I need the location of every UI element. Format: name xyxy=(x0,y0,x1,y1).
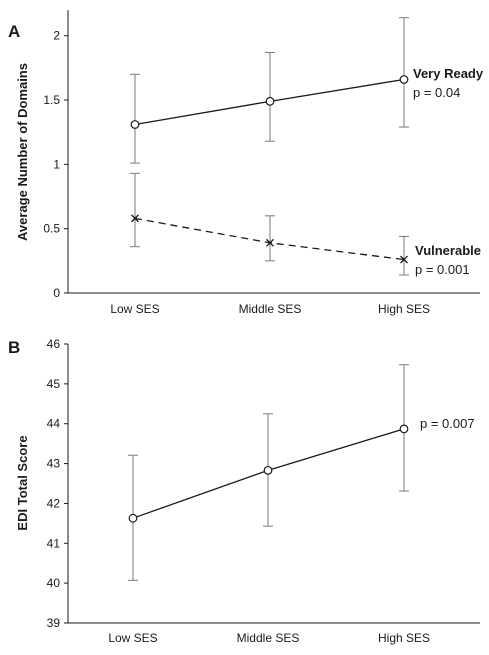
series-label: Vulnerable xyxy=(415,243,481,258)
y-tick-label: 43 xyxy=(47,457,61,471)
x-tick-label: Low SES xyxy=(108,631,157,645)
data-point xyxy=(399,75,409,84)
data-point xyxy=(266,238,274,247)
x-tick-label: High SES xyxy=(378,302,430,316)
y-tick-label: 2 xyxy=(53,29,60,43)
series-vulnerable: Vulnerable p = 0.001 xyxy=(130,172,481,277)
y-tick-label: 0.5 xyxy=(43,222,60,236)
y-tick-label: 46 xyxy=(47,337,61,351)
series-label: Very Ready xyxy=(413,66,484,81)
x-tick-label: Low SES xyxy=(110,302,159,316)
p-value-annotation: p = 0.007 xyxy=(420,416,475,431)
p-value-annotation: p = 0.001 xyxy=(415,262,470,277)
y-tick-label: 1.5 xyxy=(43,93,60,107)
data-point xyxy=(131,214,139,223)
x-tick-label: Middle SES xyxy=(237,631,300,645)
y-tick-label: 0 xyxy=(53,286,60,300)
data-point xyxy=(399,424,409,434)
data-point xyxy=(263,465,273,475)
panel-letter: B xyxy=(8,338,20,357)
y-tick-label: 42 xyxy=(47,496,61,510)
data-point xyxy=(128,513,138,523)
y-tick-label: 45 xyxy=(47,377,61,391)
series-very-ready: Very Ready p = 0.04 xyxy=(130,17,484,164)
y-tick-label: 1 xyxy=(53,157,60,171)
data-point xyxy=(400,255,408,264)
chart-panel-a: A 0 0.5 1 1.5 2 Low SES Middle SES High SES Avera… xyxy=(8,10,484,316)
chart-panel-b: B 39 40 41 42 43 44 45 46 Low SES Middle SES High S… xyxy=(8,337,480,645)
panel-letter: A xyxy=(8,22,20,41)
y-tick-label: 44 xyxy=(47,417,61,431)
data-point xyxy=(265,96,275,106)
data-point xyxy=(130,120,140,129)
series-0: p = 0.007 xyxy=(128,364,475,581)
x-tick-label: High SES xyxy=(378,631,430,645)
y-axis-label: Average Number of Domains xyxy=(15,63,30,241)
y-axis-label: EDI Total Score xyxy=(15,435,30,530)
y-tick-label: 41 xyxy=(47,536,61,550)
y-tick-label: 40 xyxy=(47,576,61,590)
p-value-annotation: p = 0.04 xyxy=(413,85,460,100)
y-tick-label: 39 xyxy=(47,616,61,630)
x-tick-label: Middle SES xyxy=(239,302,302,316)
